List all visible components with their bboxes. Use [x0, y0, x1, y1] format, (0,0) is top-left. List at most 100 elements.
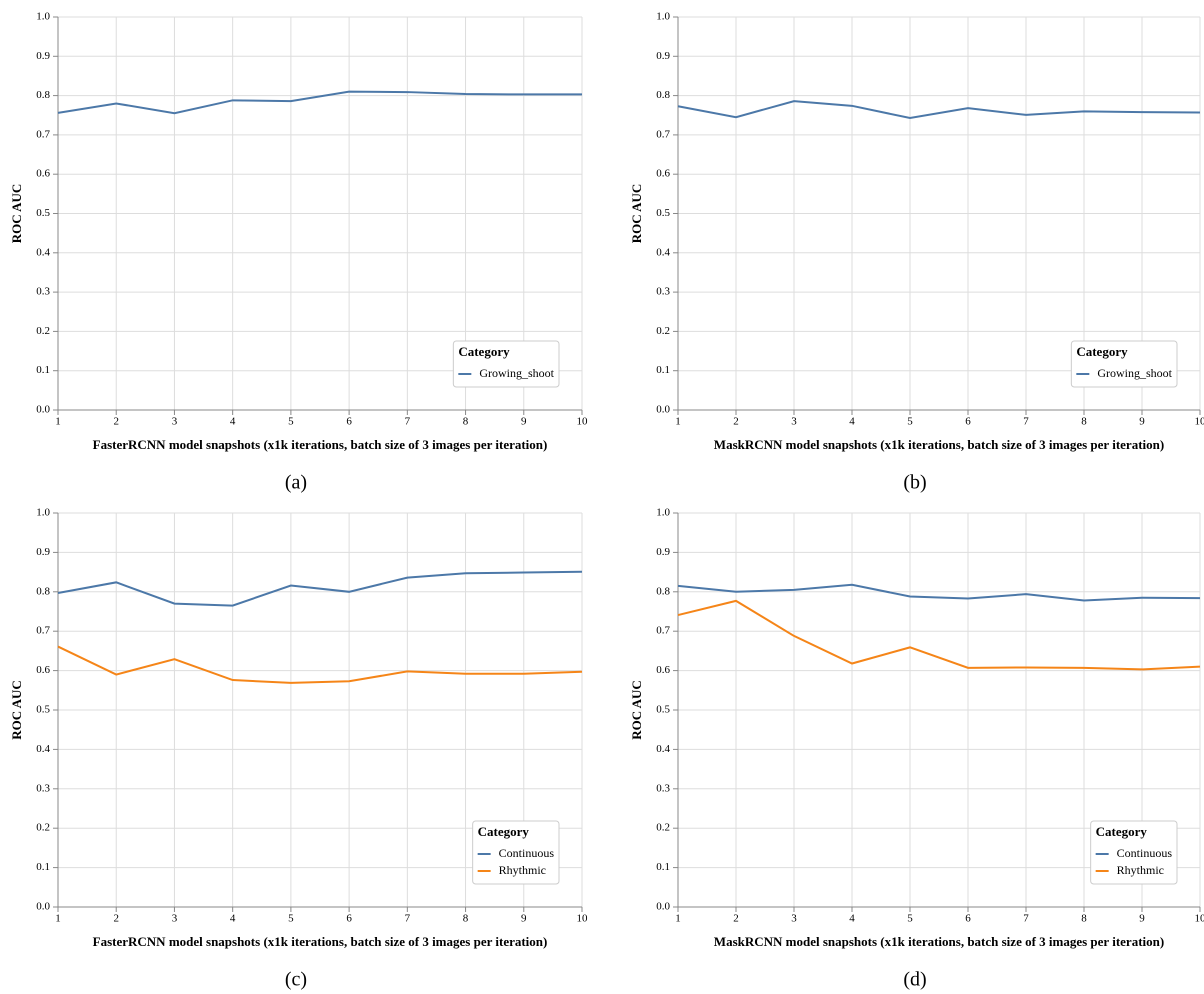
- data-line: [57, 90, 582, 115]
- y-tick-label: 0.0: [656, 404, 670, 416]
- legend-title: Category: [1096, 824, 1148, 839]
- legend-label: Continuous: [499, 846, 555, 860]
- y-tick-label: 0.5: [656, 704, 670, 716]
- x-tick-label: 10: [577, 416, 589, 428]
- x-tick-label: 1: [675, 416, 681, 428]
- x-tick-label: 2: [733, 913, 739, 925]
- x-tick-label: 10: [1195, 913, 1204, 925]
- x-tick-label: 5: [907, 416, 913, 428]
- legend: Category Continuous Rhythmic: [472, 820, 560, 885]
- x-tick-label: 4: [230, 913, 236, 925]
- legend-box: [1090, 820, 1178, 885]
- x-tick-label: 7: [405, 416, 411, 428]
- y-axis-title: ROC AUC: [629, 184, 644, 244]
- x-tick-label: 9: [1139, 913, 1145, 925]
- x-tick-label: 1: [675, 913, 681, 925]
- chart-panel: 0.0 0.1 0.2 0.3 0.4 0.5 0.6 0.7 0.8 0.9 1.0 1 2 3 4 5 6 7…: [629, 507, 1204, 991]
- y-tick-label: 0.1: [656, 861, 670, 873]
- y-tick-label: 1.0: [36, 11, 50, 23]
- data-line: [677, 599, 1201, 671]
- x-tick-label: 3: [172, 913, 178, 925]
- x-tick-label: 6: [346, 416, 352, 428]
- x-tick-label: 3: [791, 416, 797, 428]
- legend-label: Rhythmic: [1117, 863, 1164, 877]
- legend-box: [472, 820, 560, 885]
- y-tick-label: 0.7: [36, 625, 50, 637]
- x-tick-label: 9: [521, 416, 527, 428]
- legend-title: Category: [478, 824, 530, 839]
- chart-panel: 0.0 0.1 0.2 0.3 0.4 0.5 0.6 0.7 0.8 0.9 1.0 1 2 3 4 5 6 7…: [9, 11, 588, 494]
- x-tick-label: 3: [172, 416, 178, 428]
- y-tick-label: 0.6: [656, 168, 670, 180]
- legend-box: [452, 340, 560, 388]
- y-tick-label: 0.1: [36, 364, 50, 376]
- legend-title: Category: [458, 344, 510, 359]
- y-tick-label: 0.3: [656, 286, 670, 298]
- x-axis-title: FasterRCNN model snapshots (x1k iteratio…: [93, 437, 548, 452]
- y-tick-label: 0.3: [36, 286, 50, 298]
- x-tick-label: 5: [288, 416, 294, 428]
- y-tick-label: 0.2: [36, 822, 50, 834]
- y-tick-label: 0.0: [36, 901, 50, 913]
- y-tick-label: 0.6: [36, 168, 50, 180]
- x-tick-label: 4: [230, 416, 236, 428]
- y-axis-title: ROC AUC: [9, 680, 24, 740]
- y-tick-label: 0.9: [656, 50, 670, 62]
- x-tick-label: 1: [55, 416, 61, 428]
- data-line: [57, 570, 583, 607]
- y-axis-title: ROC AUC: [9, 184, 24, 244]
- x-tick-label: 10: [577, 913, 589, 925]
- x-tick-label: 9: [1139, 416, 1145, 428]
- legend-title: Category: [1076, 344, 1128, 359]
- legend: Category Continuous Rhythmic: [1090, 820, 1178, 885]
- y-tick-label: 0.0: [656, 901, 670, 913]
- y-tick-label: 0.3: [36, 782, 50, 794]
- data-line: [57, 645, 583, 684]
- y-tick-label: 0.1: [656, 364, 670, 376]
- x-tick-label: 5: [907, 913, 913, 925]
- y-tick-label: 0.8: [656, 585, 670, 597]
- y-tick-label: 0.1: [36, 861, 50, 873]
- y-tick-label: 0.3: [656, 782, 670, 794]
- y-tick-label: 0.7: [36, 128, 50, 140]
- legend-label: Continuous: [1117, 846, 1173, 860]
- caption: (c): [285, 969, 307, 991]
- y-tick-label: 0.9: [36, 50, 50, 62]
- x-tick-label: 8: [1081, 416, 1087, 428]
- x-tick-label: 6: [346, 913, 352, 925]
- legend-box: [1070, 340, 1178, 388]
- y-tick-label: 0.6: [36, 664, 50, 676]
- y-tick-label: 0.2: [36, 325, 50, 337]
- x-tick-label: 9: [521, 913, 527, 925]
- data-line: [677, 583, 1201, 602]
- y-tick-label: 0.4: [656, 743, 670, 755]
- x-tick-label: 8: [463, 416, 469, 428]
- y-tick-label: 0.6: [656, 664, 670, 676]
- x-tick-label: 6: [965, 416, 971, 428]
- x-axis-title: FasterRCNN model snapshots (x1k iteratio…: [93, 934, 548, 949]
- caption: (a): [285, 472, 307, 494]
- legend-label: Rhythmic: [499, 863, 546, 877]
- x-tick-label: 2: [113, 913, 119, 925]
- legend-label: Growing_shoot: [1097, 366, 1172, 380]
- legend: Category Growing_shoot: [1070, 340, 1178, 388]
- y-tick-label: 1.0: [656, 11, 670, 23]
- x-tick-label: 8: [463, 913, 469, 925]
- x-tick-label: 8: [1081, 913, 1087, 925]
- legend-label: Growing_shoot: [479, 366, 554, 380]
- caption: (d): [903, 969, 926, 991]
- x-tick-label: 2: [733, 416, 739, 428]
- x-tick-label: 10: [1195, 416, 1204, 428]
- y-tick-label: 0.5: [36, 207, 50, 219]
- y-axis-title: ROC AUC: [629, 680, 644, 740]
- x-tick-label: 1: [55, 913, 61, 925]
- y-tick-label: 0.5: [36, 704, 50, 716]
- y-tick-label: 0.8: [656, 89, 670, 101]
- x-axis-title: MaskRCNN model snapshots (x1k iterations…: [714, 934, 1164, 949]
- y-tick-label: 0.4: [36, 743, 50, 755]
- y-tick-label: 1.0: [656, 507, 670, 519]
- y-tick-label: 0.4: [656, 246, 670, 258]
- y-tick-label: 0.0: [36, 404, 50, 416]
- chart-panel: 0.0 0.1 0.2 0.3 0.4 0.5 0.6 0.7 0.8 0.9 1.0 1 2 3 4 5 6 7…: [629, 11, 1204, 494]
